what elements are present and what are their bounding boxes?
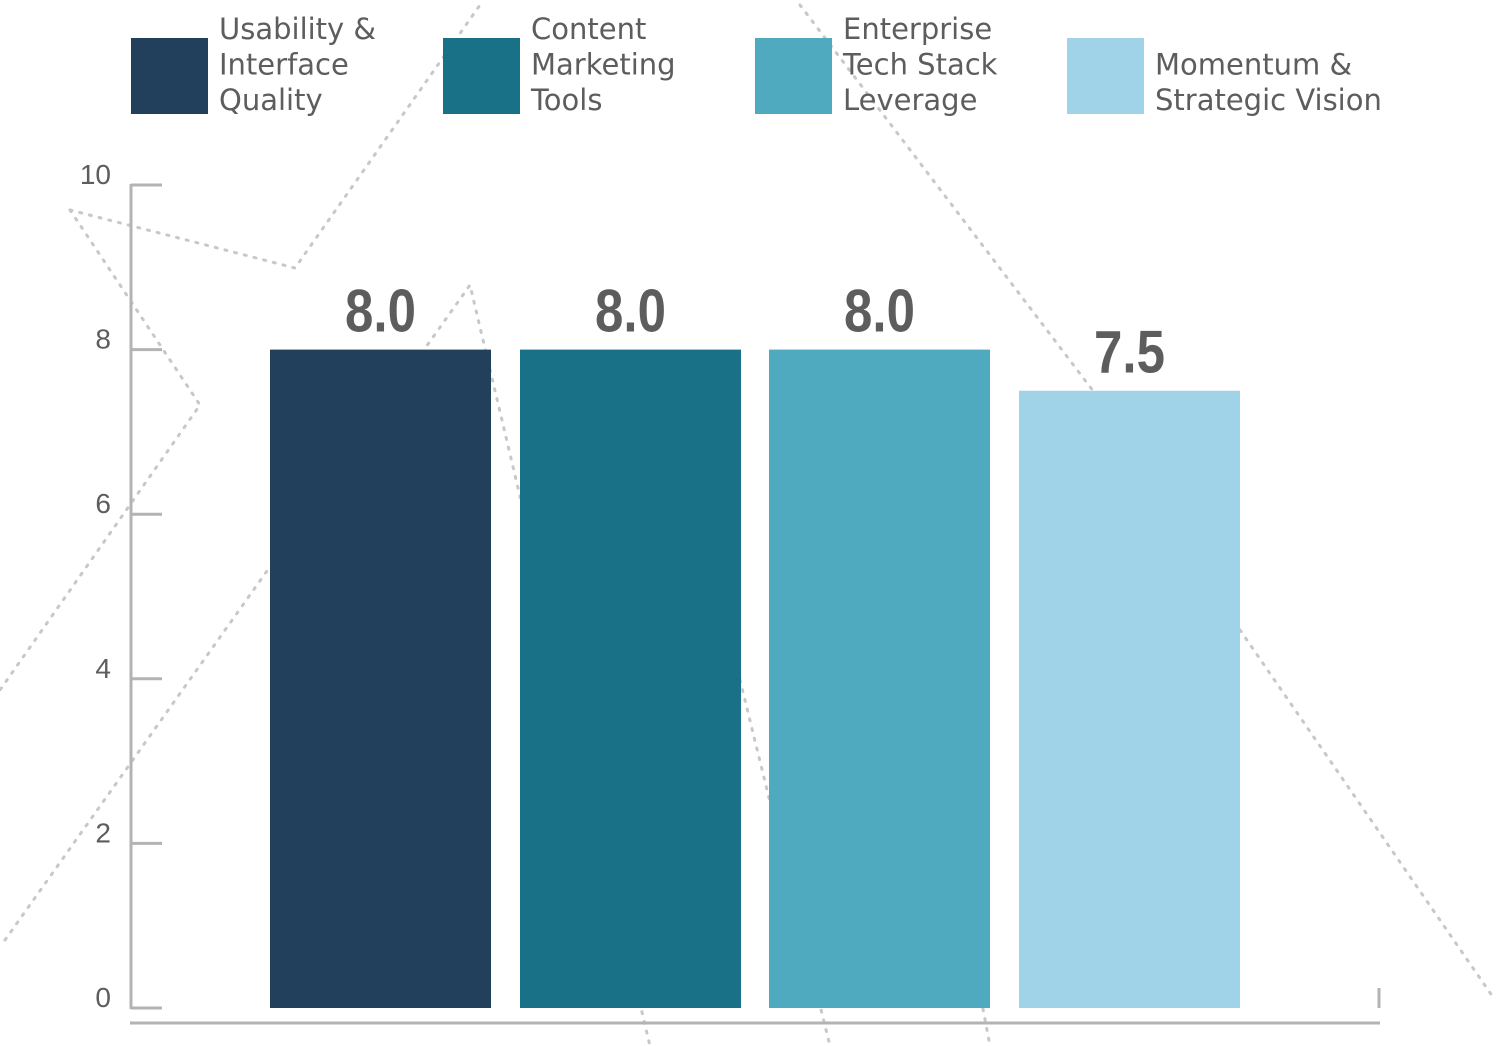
legend-label: Marketing (531, 48, 676, 82)
bar (270, 349, 491, 1009)
legend-label: Enterprise (843, 12, 992, 46)
decorative-dotted-line (1238, 628, 1497, 1002)
decorative-dotted-line (3, 281, 652, 1046)
legend-item: Momentum &Strategic Vision (1067, 38, 1382, 117)
legend-label: Leverage (843, 83, 977, 117)
decorative-dotted-line (798, 3, 1102, 402)
background-decoration (0, 3, 1497, 1046)
decorative-dotted-line (738, 678, 832, 1046)
chart-axes: 0 2 4 6 8 10 (80, 159, 1381, 1025)
y-tick-label: 0 (95, 982, 111, 1013)
decorative-dotted-line (68, 3, 482, 270)
bar-value-label: 7.5 (1094, 319, 1165, 386)
bar-value-label: 8.0 (595, 278, 666, 345)
legend-label: Strategic Vision (1155, 83, 1382, 117)
legend-label: Usability & (219, 12, 376, 46)
bar (520, 349, 741, 1009)
bar-value-label: 8.0 (844, 278, 915, 345)
bar-value-label: 8.0 (345, 278, 416, 345)
y-tick-label: 2 (95, 817, 111, 848)
legend-swatch (755, 38, 832, 114)
legend-swatch (1067, 38, 1144, 114)
decorative-dotted-line (0, 208, 202, 692)
legend-label: Interface (219, 48, 349, 82)
legend-swatch (443, 38, 520, 114)
legend-label: Quality (219, 83, 323, 117)
chart-bars (270, 349, 1240, 1009)
y-tick-label: 10 (80, 159, 111, 190)
bar (1019, 390, 1240, 1008)
y-tick-label: 8 (95, 324, 111, 355)
legend-swatch (131, 38, 208, 114)
bar (769, 349, 990, 1009)
chart-value-labels: 8.0 8.0 8.0 7.5 (345, 278, 1165, 386)
y-tick-label: 4 (95, 653, 111, 684)
y-tick-label: 6 (95, 488, 111, 519)
decorative-dotted-line (968, 938, 992, 1046)
legend-label: Content (531, 12, 646, 46)
legend-label: Momentum & (1155, 48, 1352, 82)
legend-label: Tech Stack (842, 48, 998, 82)
legend-label: Tools (530, 83, 602, 117)
